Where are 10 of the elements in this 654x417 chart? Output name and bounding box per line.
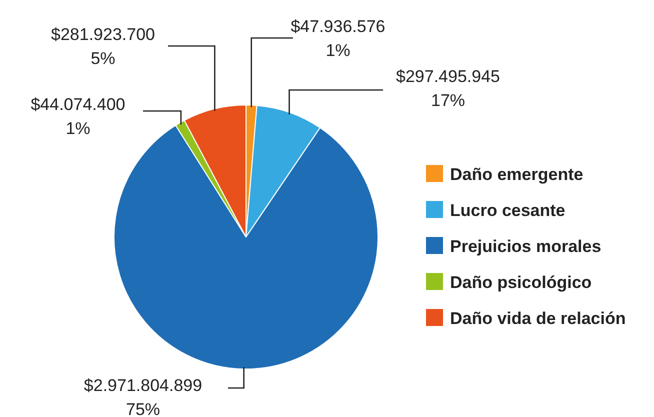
legend-label: Daño psicológico bbox=[450, 273, 592, 292]
legend-label: Daño vida de relación bbox=[450, 309, 626, 328]
data-label: $44.074.400 1% bbox=[30, 95, 126, 138]
legend-label: Prejuicios morales bbox=[450, 237, 602, 256]
legend-label: Lucro cesante bbox=[450, 201, 566, 220]
data-label: $281.923.700 5% bbox=[51, 25, 155, 68]
data-label: $47.936.576 1% bbox=[290, 17, 386, 60]
data-label: $2.971.804.899 75% bbox=[84, 376, 202, 417]
legend-label: Daño emergente bbox=[450, 165, 584, 184]
data-label: $297.495.945 17% bbox=[396, 67, 500, 110]
